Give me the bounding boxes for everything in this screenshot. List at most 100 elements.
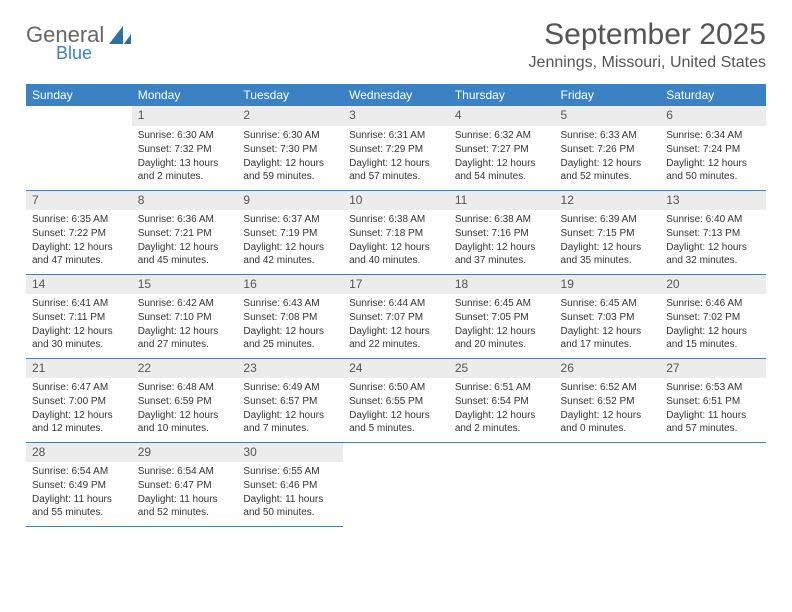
sunrise-text: Sunrise: 6:32 AM xyxy=(455,129,549,142)
day-number: 1 xyxy=(132,106,238,126)
day-number: 18 xyxy=(449,275,555,295)
day-number: 4 xyxy=(449,106,555,126)
sunset-text: Sunset: 7:18 PM xyxy=(349,227,443,240)
daylight-text: Daylight: 12 hours and 54 minutes. xyxy=(455,157,549,183)
sunrise-text: Sunrise: 6:54 AM xyxy=(32,465,126,478)
sunrise-text: Sunrise: 6:34 AM xyxy=(666,129,760,142)
day-number: 8 xyxy=(132,191,238,211)
day-body: Sunrise: 6:52 AMSunset: 6:52 PMDaylight:… xyxy=(555,378,661,440)
sunset-text: Sunset: 7:27 PM xyxy=(455,143,549,156)
day-body: Sunrise: 6:47 AMSunset: 7:00 PMDaylight:… xyxy=(26,378,132,440)
sunset-text: Sunset: 7:30 PM xyxy=(243,143,337,156)
day-cell: 16Sunrise: 6:43 AMSunset: 7:08 PMDayligh… xyxy=(237,274,343,358)
daylight-text: Daylight: 12 hours and 40 minutes. xyxy=(349,241,443,267)
daylight-text: Daylight: 12 hours and 27 minutes. xyxy=(138,325,232,351)
day-body: Sunrise: 6:30 AMSunset: 7:30 PMDaylight:… xyxy=(237,126,343,188)
daylight-text: Daylight: 12 hours and 47 minutes. xyxy=(32,241,126,267)
day-cell: 27Sunrise: 6:53 AMSunset: 6:51 PMDayligh… xyxy=(660,358,766,442)
daylight-text: Daylight: 12 hours and 17 minutes. xyxy=(561,325,655,351)
daylight-text: Daylight: 13 hours and 2 minutes. xyxy=(138,157,232,183)
daylight-text: Daylight: 12 hours and 52 minutes. xyxy=(561,157,655,183)
sunset-text: Sunset: 7:19 PM xyxy=(243,227,337,240)
sunrise-text: Sunrise: 6:45 AM xyxy=(455,297,549,310)
day-cell: 1Sunrise: 6:30 AMSunset: 7:32 PMDaylight… xyxy=(132,106,238,190)
daylight-text: Daylight: 12 hours and 35 minutes. xyxy=(561,241,655,267)
daylight-text: Daylight: 11 hours and 52 minutes. xyxy=(138,493,232,519)
sunset-text: Sunset: 7:13 PM xyxy=(666,227,760,240)
sunset-text: Sunset: 6:52 PM xyxy=(561,395,655,408)
daylight-text: Daylight: 12 hours and 59 minutes. xyxy=(243,157,337,183)
sunrise-text: Sunrise: 6:37 AM xyxy=(243,213,337,226)
day-body: Sunrise: 6:38 AMSunset: 7:18 PMDaylight:… xyxy=(343,210,449,272)
sunrise-text: Sunrise: 6:35 AM xyxy=(32,213,126,226)
day-body: Sunrise: 6:41 AMSunset: 7:11 PMDaylight:… xyxy=(26,294,132,356)
sunrise-text: Sunrise: 6:48 AM xyxy=(138,381,232,394)
col-wednesday: Wednesday xyxy=(343,84,449,106)
day-number: 6 xyxy=(660,106,766,126)
daylight-text: Daylight: 12 hours and 25 minutes. xyxy=(243,325,337,351)
sunrise-text: Sunrise: 6:43 AM xyxy=(243,297,337,310)
day-cell xyxy=(555,442,661,526)
sunrise-text: Sunrise: 6:39 AM xyxy=(561,213,655,226)
day-body: Sunrise: 6:44 AMSunset: 7:07 PMDaylight:… xyxy=(343,294,449,356)
day-number: 10 xyxy=(343,191,449,211)
day-body: Sunrise: 6:31 AMSunset: 7:29 PMDaylight:… xyxy=(343,126,449,188)
day-number: 24 xyxy=(343,359,449,379)
sunrise-text: Sunrise: 6:38 AM xyxy=(455,213,549,226)
day-cell: 25Sunrise: 6:51 AMSunset: 6:54 PMDayligh… xyxy=(449,358,555,442)
day-cell xyxy=(343,442,449,526)
daylight-text: Daylight: 12 hours and 5 minutes. xyxy=(349,409,443,435)
sunrise-text: Sunrise: 6:54 AM xyxy=(138,465,232,478)
daylight-text: Daylight: 12 hours and 32 minutes. xyxy=(666,241,760,267)
sunset-text: Sunset: 7:10 PM xyxy=(138,311,232,324)
day-cell: 6Sunrise: 6:34 AMSunset: 7:24 PMDaylight… xyxy=(660,106,766,190)
daylight-text: Daylight: 12 hours and 30 minutes. xyxy=(32,325,126,351)
day-number: 9 xyxy=(237,191,343,211)
day-number: 15 xyxy=(132,275,238,295)
day-cell: 23Sunrise: 6:49 AMSunset: 6:57 PMDayligh… xyxy=(237,358,343,442)
sunset-text: Sunset: 7:22 PM xyxy=(32,227,126,240)
day-cell xyxy=(660,442,766,526)
week-row: 1Sunrise: 6:30 AMSunset: 7:32 PMDaylight… xyxy=(26,106,766,190)
calendar-table: Sunday Monday Tuesday Wednesday Thursday… xyxy=(26,84,766,527)
day-cell: 30Sunrise: 6:55 AMSunset: 6:46 PMDayligh… xyxy=(237,442,343,526)
month-title: September 2025 xyxy=(529,18,766,52)
day-body: Sunrise: 6:42 AMSunset: 7:10 PMDaylight:… xyxy=(132,294,238,356)
sunrise-text: Sunrise: 6:45 AM xyxy=(561,297,655,310)
daylight-text: Daylight: 12 hours and 45 minutes. xyxy=(138,241,232,267)
day-number: 28 xyxy=(26,443,132,463)
sunrise-text: Sunrise: 6:51 AM xyxy=(455,381,549,394)
day-body: Sunrise: 6:51 AMSunset: 6:54 PMDaylight:… xyxy=(449,378,555,440)
sunrise-text: Sunrise: 6:46 AM xyxy=(666,297,760,310)
week-row: 21Sunrise: 6:47 AMSunset: 7:00 PMDayligh… xyxy=(26,358,766,442)
day-body: Sunrise: 6:53 AMSunset: 6:51 PMDaylight:… xyxy=(660,378,766,440)
daylight-text: Daylight: 12 hours and 50 minutes. xyxy=(666,157,760,183)
day-cell: 5Sunrise: 6:33 AMSunset: 7:26 PMDaylight… xyxy=(555,106,661,190)
daylight-text: Daylight: 12 hours and 42 minutes. xyxy=(243,241,337,267)
sunset-text: Sunset: 6:57 PM xyxy=(243,395,337,408)
day-cell: 28Sunrise: 6:54 AMSunset: 6:49 PMDayligh… xyxy=(26,442,132,526)
day-body: Sunrise: 6:39 AMSunset: 7:15 PMDaylight:… xyxy=(555,210,661,272)
day-body: Sunrise: 6:40 AMSunset: 7:13 PMDaylight:… xyxy=(660,210,766,272)
sunrise-text: Sunrise: 6:38 AM xyxy=(349,213,443,226)
day-cell xyxy=(449,442,555,526)
daylight-text: Daylight: 12 hours and 2 minutes. xyxy=(455,409,549,435)
day-cell: 11Sunrise: 6:38 AMSunset: 7:16 PMDayligh… xyxy=(449,190,555,274)
logo: General Blue xyxy=(26,18,131,62)
header: General Blue September 2025 Jennings, Mi… xyxy=(26,18,766,72)
col-thursday: Thursday xyxy=(449,84,555,106)
daylight-text: Daylight: 11 hours and 50 minutes. xyxy=(243,493,337,519)
sunrise-text: Sunrise: 6:31 AM xyxy=(349,129,443,142)
sunrise-text: Sunrise: 6:36 AM xyxy=(138,213,232,226)
week-row: 14Sunrise: 6:41 AMSunset: 7:11 PMDayligh… xyxy=(26,274,766,358)
sunrise-text: Sunrise: 6:41 AM xyxy=(32,297,126,310)
daylight-text: Daylight: 12 hours and 22 minutes. xyxy=(349,325,443,351)
daylight-text: Daylight: 12 hours and 37 minutes. xyxy=(455,241,549,267)
sunrise-text: Sunrise: 6:30 AM xyxy=(138,129,232,142)
sunset-text: Sunset: 6:49 PM xyxy=(32,479,126,492)
sunset-text: Sunset: 7:29 PM xyxy=(349,143,443,156)
col-sunday: Sunday xyxy=(26,84,132,106)
day-body: Sunrise: 6:48 AMSunset: 6:59 PMDaylight:… xyxy=(132,378,238,440)
day-body: Sunrise: 6:36 AMSunset: 7:21 PMDaylight:… xyxy=(132,210,238,272)
day-cell: 29Sunrise: 6:54 AMSunset: 6:47 PMDayligh… xyxy=(132,442,238,526)
